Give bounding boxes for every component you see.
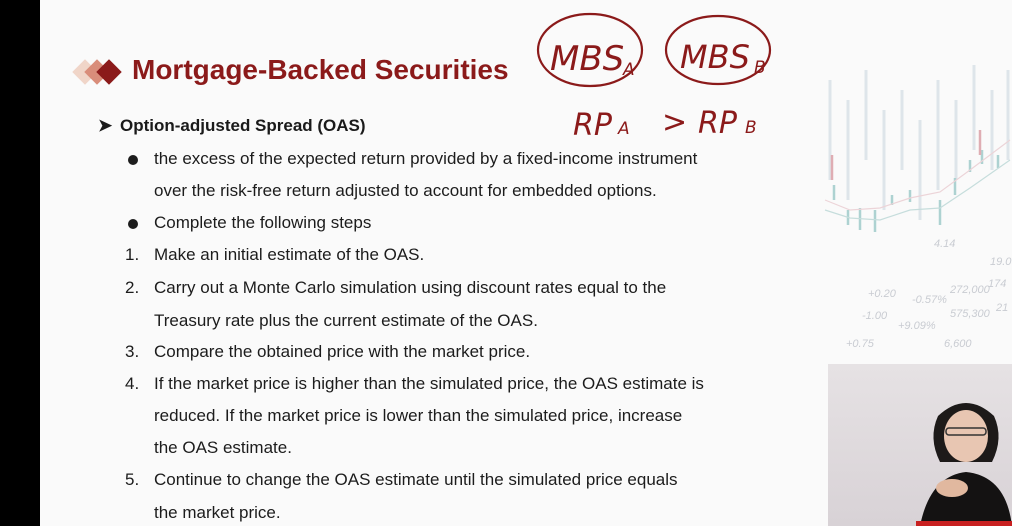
- step-3-number: 3.: [125, 342, 140, 361]
- step-5-number: 5.: [125, 470, 140, 489]
- chart-label: 4.14: [934, 238, 956, 250]
- step-4-line-1: If the market price is higher than the s…: [154, 374, 704, 393]
- step-2-line-1: Carry out a Monte Carlo simulation using…: [154, 278, 667, 297]
- step-3-line-1: Compare the obtained price with the mark…: [154, 342, 531, 361]
- step-5-line-1: Continue to change the OAS estimate unti…: [154, 470, 678, 489]
- section-heading-text: Option-adjusted Spread (OAS): [120, 116, 366, 135]
- chart-label: -1.00: [862, 310, 888, 322]
- arrowhead-icon: ➤: [98, 116, 113, 135]
- bullet-icon: [128, 155, 138, 165]
- bullet-1-line-1: the excess of the expected return provid…: [154, 149, 698, 168]
- step-2-line-2: Treasury rate plus the current estimate …: [154, 311, 538, 330]
- chart-label: 272,000: [950, 284, 990, 296]
- chart-label: +9.09%: [898, 320, 936, 332]
- background-stock-chart: [824, 65, 1011, 232]
- step-5-line-2: the market price.: [154, 503, 281, 522]
- step-4-line-3: the OAS estimate.: [154, 438, 292, 457]
- section-heading: ➤ Option-adjusted Spread (OAS): [98, 116, 366, 136]
- chart-label: 174: [988, 278, 1007, 290]
- slide: Mortgage-Backed Securities ➤ Option-adjus…: [40, 0, 1012, 526]
- step-4-number: 4.: [125, 374, 140, 393]
- chart-label: 21: [996, 302, 1009, 314]
- step-1-number: 1.: [125, 245, 140, 264]
- chart-label: +0.75: [846, 338, 874, 350]
- bullet-icon: [128, 219, 138, 229]
- step-4-line-2: reduced. If the market price is lower th…: [154, 406, 683, 425]
- slide-content: ➤ Option-adjusted Spread (OAS) the excess…: [40, 0, 820, 526]
- slide-title: Mortgage-Backed Securities: [132, 54, 509, 85]
- presenter-figure: [920, 403, 1012, 526]
- chart-label: 575,300: [950, 308, 990, 320]
- chart-label: +0.20: [868, 288, 896, 300]
- bullet-2-line-1: Complete the following steps: [154, 213, 372, 232]
- chart-label: -0.57%: [912, 294, 947, 306]
- bullet-1-line-2: over the risk-free return adjusted to ac…: [154, 181, 657, 200]
- step-2-number: 2.: [125, 278, 140, 297]
- chart-label: 19.0: [990, 256, 1012, 268]
- chart-label: 6,600: [944, 338, 972, 350]
- video-progress-bar: [916, 521, 1012, 526]
- presenter-video: [828, 364, 1012, 526]
- step-1-line-1: Make an initial estimate of the OAS.: [154, 245, 425, 264]
